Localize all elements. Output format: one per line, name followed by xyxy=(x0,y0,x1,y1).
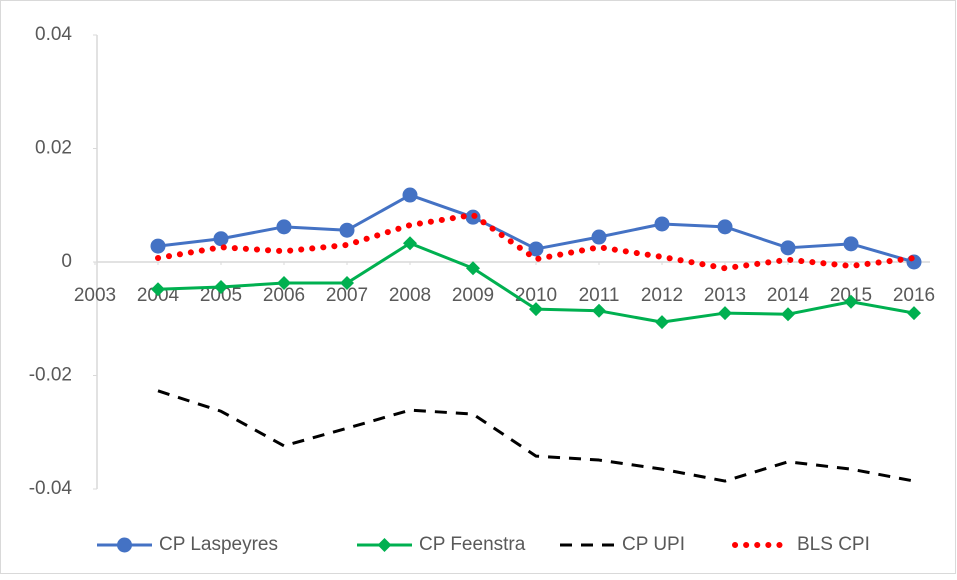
x-tick-label: 2013 xyxy=(704,285,746,306)
marker xyxy=(339,222,355,238)
x-tick-label: 2007 xyxy=(326,285,368,306)
series-line xyxy=(157,389,915,483)
marker xyxy=(844,294,858,309)
x-tick-label: 2009 xyxy=(452,285,494,306)
legend-label: CP Laspeyres xyxy=(159,534,278,555)
x-tick-label: 2008 xyxy=(389,285,431,306)
x-tick-label: 2003 xyxy=(74,285,116,306)
x-tick-label: 2016 xyxy=(893,285,935,306)
marker xyxy=(591,229,607,245)
legend-label: BLS CPI xyxy=(797,534,870,555)
marker xyxy=(717,219,733,235)
marker xyxy=(213,231,229,247)
legend-marker xyxy=(117,537,132,553)
marker xyxy=(843,236,859,252)
y-tick-label: 0.04 xyxy=(35,24,72,45)
x-tick-label: 2012 xyxy=(641,285,683,306)
marker xyxy=(592,303,606,318)
y-tick-label: 0 xyxy=(61,251,72,272)
x-tick-label: 2006 xyxy=(263,285,305,306)
marker xyxy=(402,187,418,203)
marker xyxy=(340,275,354,290)
x-tick-label: 2005 xyxy=(200,285,242,306)
marker xyxy=(466,261,480,276)
legend-label: CP UPI xyxy=(622,534,685,555)
y-tick-label: 0.02 xyxy=(35,138,72,159)
x-tick-label: 2014 xyxy=(767,285,810,306)
marker xyxy=(718,306,732,321)
marker xyxy=(528,241,544,257)
marker xyxy=(655,315,669,330)
marker xyxy=(150,238,166,254)
marker xyxy=(403,236,417,251)
legend-label: CP Feenstra xyxy=(419,534,526,555)
marker xyxy=(529,302,543,317)
legend-marker xyxy=(377,538,392,552)
marker xyxy=(654,216,670,232)
marker xyxy=(214,279,228,294)
marker xyxy=(781,307,795,322)
marker xyxy=(276,219,292,235)
marker xyxy=(780,240,796,256)
y-tick-label: -0.04 xyxy=(29,478,73,499)
marker xyxy=(907,306,921,321)
marker xyxy=(151,282,165,297)
y-tick-label: -0.02 xyxy=(29,365,72,386)
series-line xyxy=(155,211,917,272)
x-tick-label: 2011 xyxy=(579,285,620,306)
marker xyxy=(277,275,291,290)
